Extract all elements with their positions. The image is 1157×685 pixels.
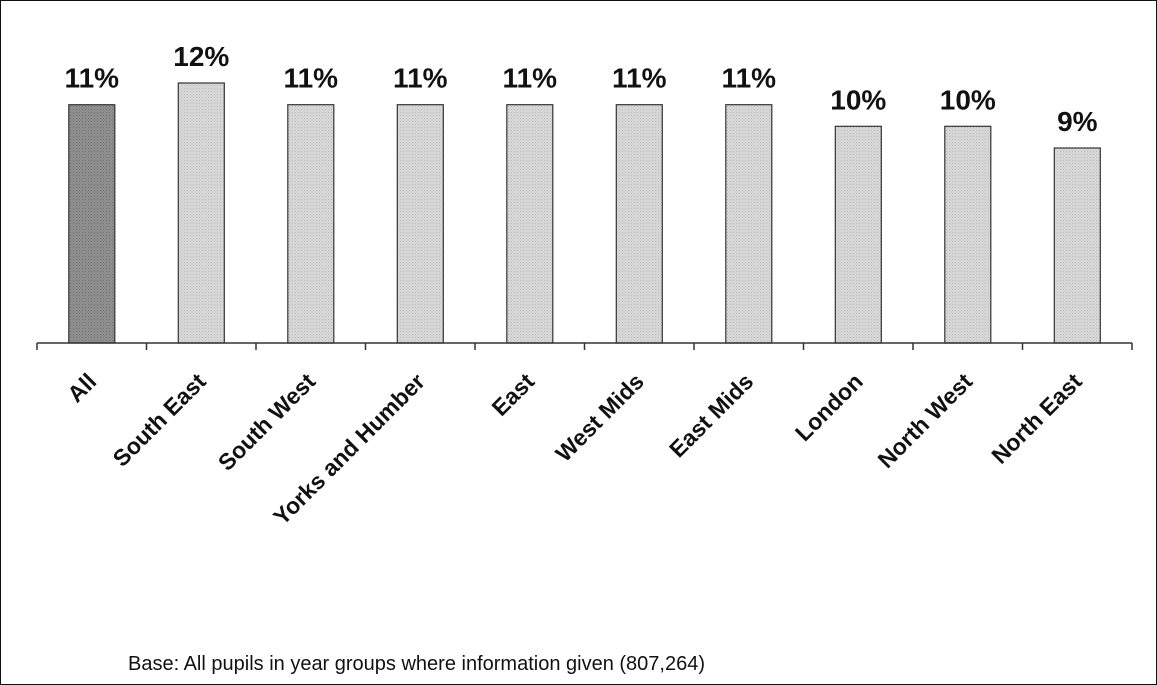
bar-london — [834, 125, 882, 344]
bar-chart: 11% 12% 11% 11% 11% 11% 11% 10% 10% 9% All South E… — [36, 41, 1133, 530]
bar-east-mids — [725, 104, 773, 344]
category-label: South West — [213, 368, 321, 476]
value-label: 11% — [65, 63, 120, 94]
bar-west-mids — [615, 104, 663, 344]
bar-north-west — [944, 125, 992, 344]
category-label: All — [62, 368, 101, 407]
bar-east — [506, 104, 554, 344]
category-label: West Mids — [550, 368, 649, 467]
chart-footnote: Base: All pupils in year groups where in… — [128, 653, 705, 675]
value-label: 12% — [173, 41, 229, 72]
value-label: 10% — [830, 84, 886, 115]
bar-south-west — [287, 104, 335, 344]
category-label: South East — [108, 368, 212, 472]
category-label: East Mids — [664, 368, 758, 462]
category-label: East — [487, 368, 540, 421]
value-label: 11% — [393, 63, 448, 94]
value-label: 10% — [940, 84, 996, 115]
value-label: 9% — [1057, 106, 1098, 137]
bar-south-east — [177, 82, 225, 344]
bars-layer — [68, 82, 1101, 344]
category-label: North West — [873, 368, 978, 473]
value-labels: 11% 12% 11% 11% 11% 11% 11% 10% 10% 9% — [65, 41, 1098, 137]
bar-yorks-and-humber — [396, 104, 444, 344]
value-label: 11% — [612, 63, 667, 94]
bar-all — [68, 104, 116, 344]
category-label: London — [790, 368, 868, 446]
value-label: 11% — [284, 63, 339, 94]
bar-north-east — [1053, 147, 1101, 344]
x-axis — [36, 342, 1133, 350]
category-label: North East — [986, 368, 1087, 469]
value-label: 11% — [503, 63, 558, 94]
value-label: 11% — [722, 63, 777, 94]
